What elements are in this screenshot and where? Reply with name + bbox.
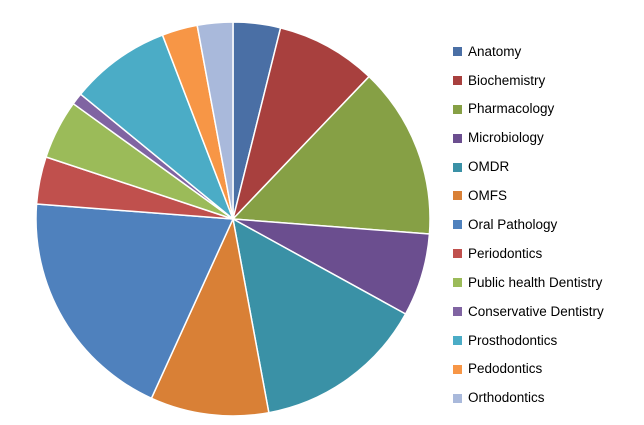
legend-swatch <box>453 162 462 172</box>
legend-item: Microbiology <box>453 124 639 153</box>
pie-slice-prosthodontics <box>79 34 234 220</box>
legend-label: Oral Pathology <box>468 217 558 233</box>
legend-swatch <box>453 104 462 114</box>
legend-item: OMFS <box>453 181 639 210</box>
legend-item: Periodontics <box>453 239 639 268</box>
legend-label: Periodontics <box>468 245 543 261</box>
pie-slice-orthodontics <box>196 21 234 220</box>
legend-label: Anatomy <box>468 43 522 59</box>
legend-label: Biochemistry <box>468 72 546 88</box>
legend-swatch <box>453 133 462 143</box>
legend-item: Orthodontics <box>453 384 639 413</box>
legend-label: Microbiology <box>468 130 544 146</box>
legend-swatch <box>453 75 462 85</box>
legend-item: OMDR <box>453 153 639 182</box>
legend-label: Orthodontics <box>468 390 545 406</box>
pie-slices <box>35 21 431 417</box>
legend-label: Pharmacology <box>468 101 555 117</box>
legend-label: Prosthodontics <box>468 332 558 348</box>
legend-item: Pharmacology <box>453 95 639 124</box>
pie-slice-oral-pathology <box>35 203 234 400</box>
pie-slice-pharmacology <box>232 75 431 235</box>
legend-swatch <box>453 278 462 288</box>
legend-item: Anatomy <box>453 37 639 66</box>
legend-label: Pedodontics <box>468 361 543 377</box>
legend-item: Public health Dentistry <box>453 268 639 297</box>
legend-label: OMFS <box>468 188 507 204</box>
legend-swatch <box>453 220 462 230</box>
legend-swatch <box>453 393 462 403</box>
legend-item: Prosthodontics <box>453 326 639 355</box>
legend-swatch <box>453 46 462 56</box>
legend-swatch <box>453 249 462 259</box>
legend-item: Biochemistry <box>453 66 639 95</box>
legend-swatch <box>453 364 462 374</box>
legend-label: Conservative Dentistry <box>468 303 604 319</box>
legend-swatch <box>453 306 462 316</box>
legend: Anatomy Biochemistry Pharmacology Microbiol… <box>453 37 639 413</box>
legend-label: Public health Dentistry <box>468 274 603 290</box>
legend-item: Oral Pathology <box>453 210 639 239</box>
pie-slice-omdr <box>232 218 407 414</box>
legend-swatch <box>453 335 462 345</box>
legend-label: OMDR <box>468 159 510 175</box>
legend-swatch <box>453 191 462 201</box>
pie-slice-biochemistry <box>232 27 370 220</box>
pie-slice-omfs <box>150 218 270 417</box>
legend-item: Conservative Dentistry <box>453 297 639 326</box>
legend-item: Pedodontics <box>453 355 639 384</box>
